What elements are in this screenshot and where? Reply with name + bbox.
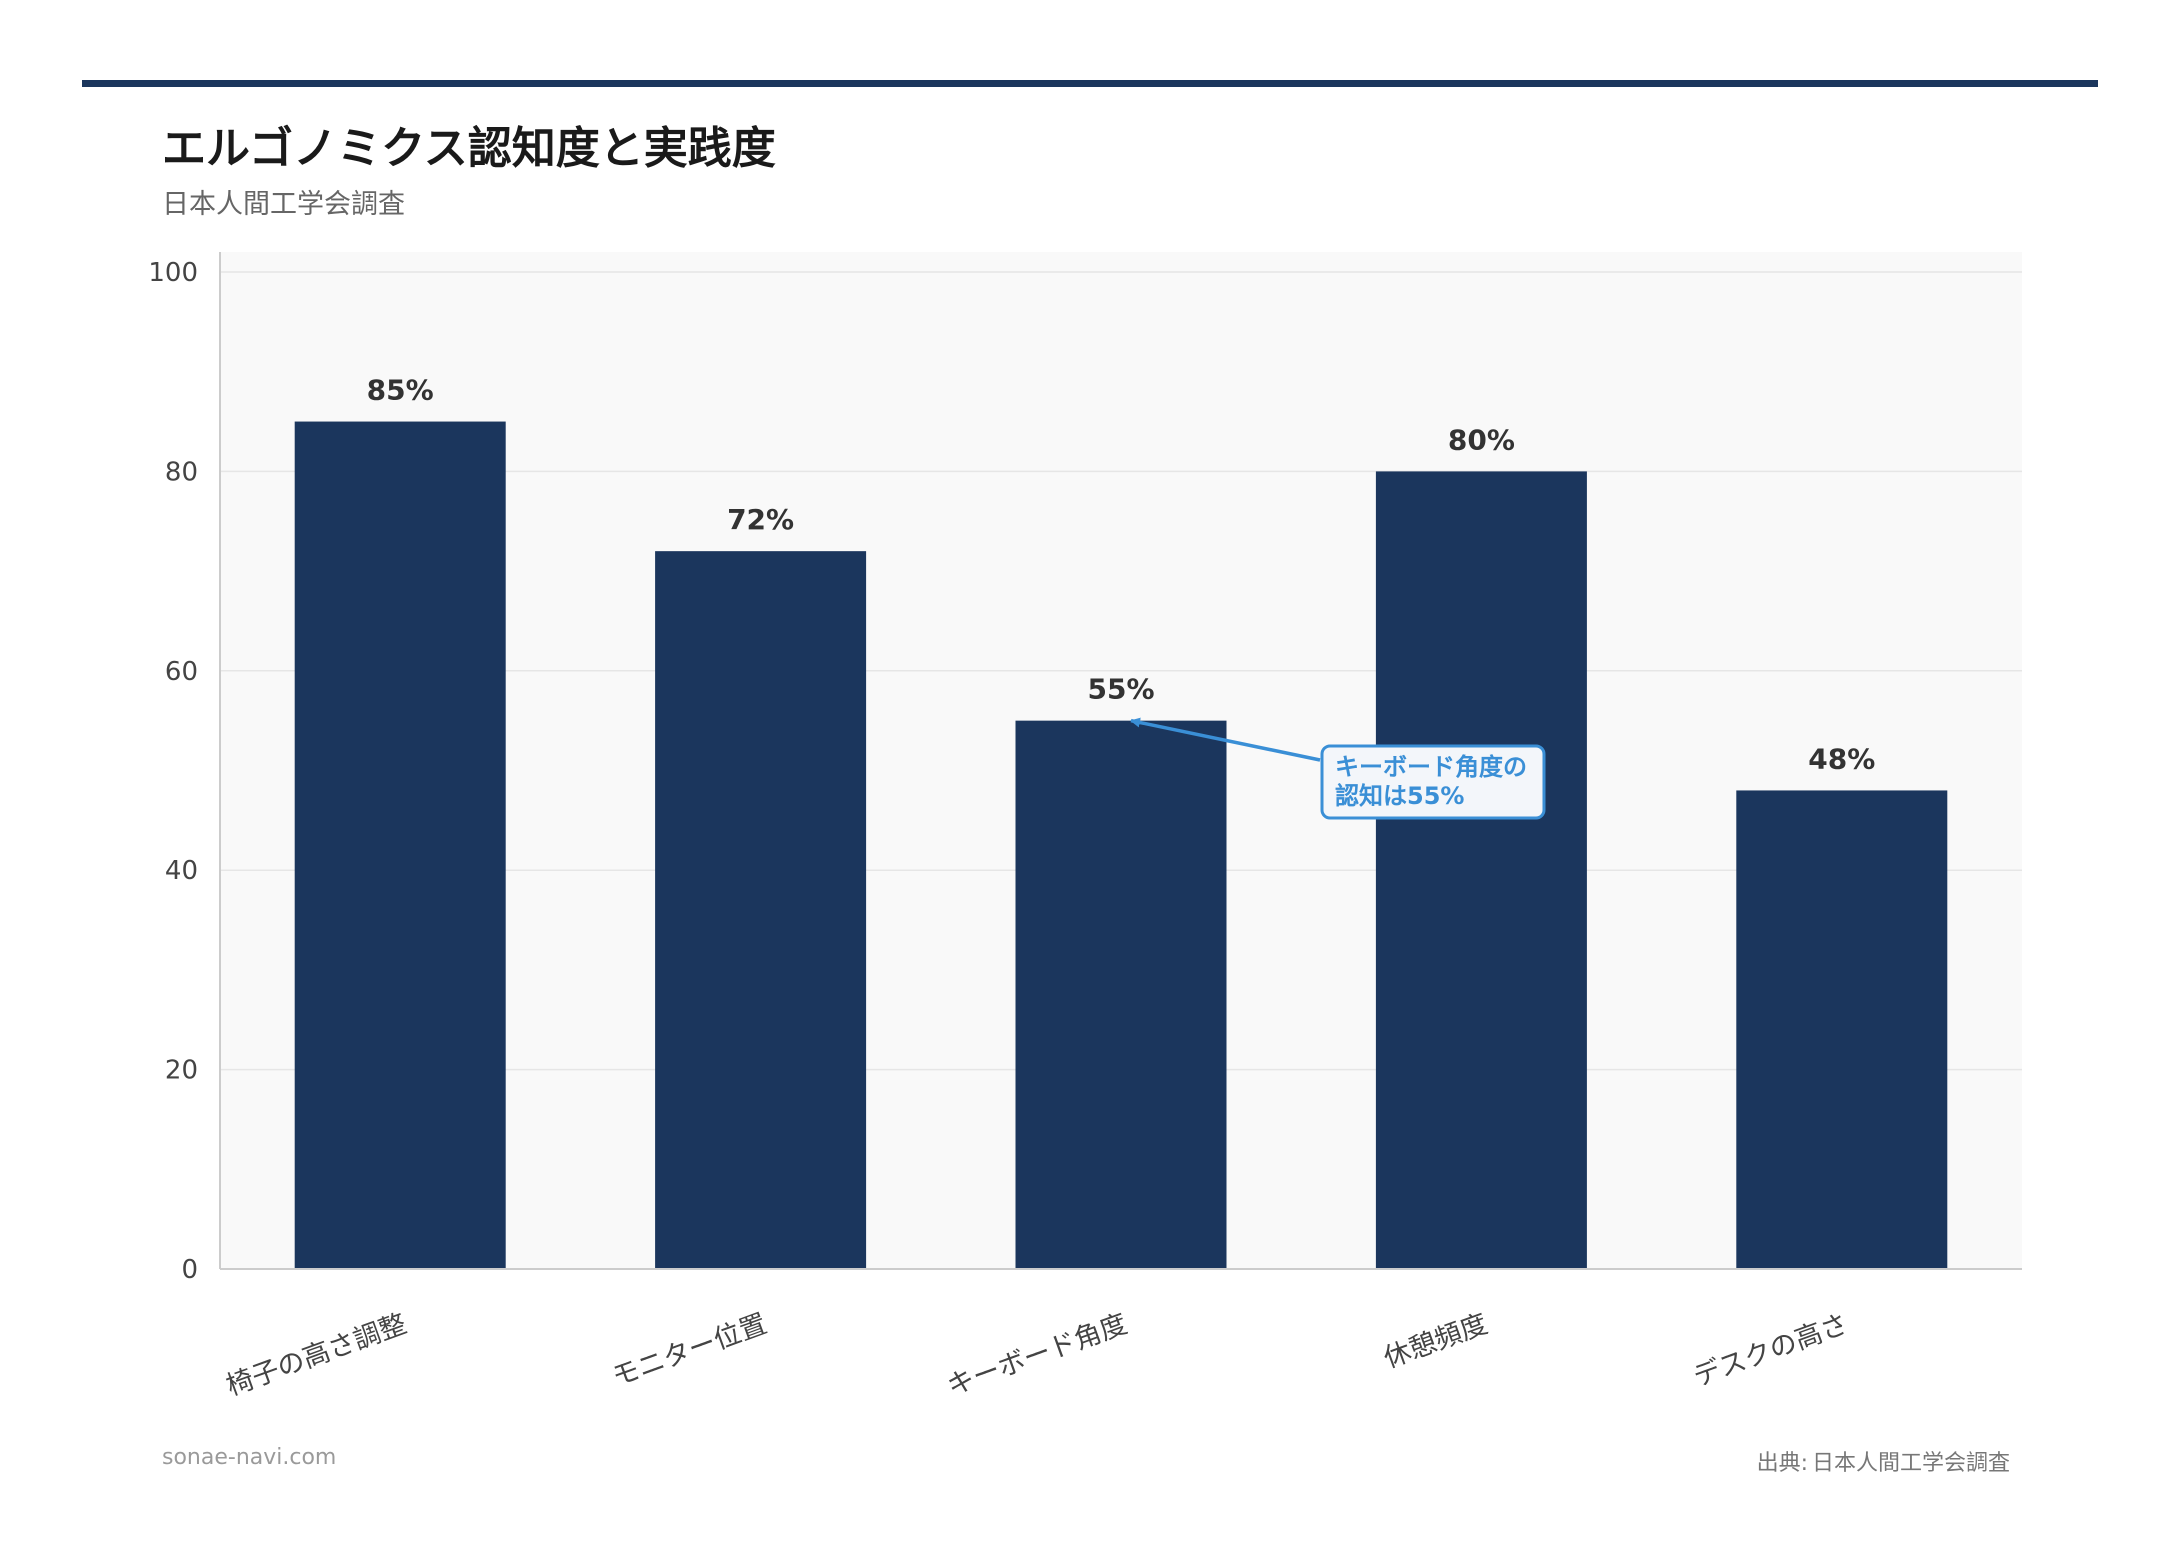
chart-title: エルゴノミクス認知度と実践度 <box>162 123 776 174</box>
bar-3 <box>1375 471 1587 1269</box>
y-tick-label-80: 80 <box>165 457 198 487</box>
data-label-3: 80% <box>1448 423 1515 456</box>
x-tick-label-2: キーボード角度 <box>943 1308 1131 1402</box>
annotation-text-1: 認知は55% <box>1335 782 1464 810</box>
bar-4 <box>1736 790 1948 1269</box>
y-tick-label-40: 40 <box>165 856 198 886</box>
annotation-text-0: キーボード角度の <box>1335 753 1527 781</box>
x-tick-label-4: デスクの高さ <box>1689 1308 1852 1393</box>
data-label-1: 72% <box>727 503 794 536</box>
axes <box>219 252 2022 1270</box>
footer-source: 出典: 日本人間工学会調査 <box>1757 1445 2010 1477</box>
x-tick-label-3: 休憩頻度 <box>1380 1308 1492 1374</box>
x-tick-label-1: モニター位置 <box>608 1308 771 1393</box>
y-tick-label-60: 60 <box>165 657 198 687</box>
footer-source-text: 日本人間工学会調査 <box>1811 1451 2010 1476</box>
chart-subtitle: 日本人間工学会調査 <box>162 189 405 220</box>
data-label-0: 85% <box>367 374 434 407</box>
bar-0 <box>294 421 506 1269</box>
data-label-4: 48% <box>1808 742 1875 775</box>
y-tick-label-0: 0 <box>181 1255 198 1285</box>
y-tick-label-100: 100 <box>148 258 198 288</box>
bars <box>294 421 1948 1269</box>
annotation-box <box>1320 744 1546 820</box>
bar-2 <box>1015 720 1227 1269</box>
data-label-2: 55% <box>1087 673 1154 706</box>
footer-source-prefix: 出典: <box>1756 1451 1808 1476</box>
footer-site: sonae-navi.com <box>162 1445 337 1470</box>
annotation-arrow <box>1130 717 1321 762</box>
y-tick-label-20: 20 <box>165 1056 198 1086</box>
top-rule <box>82 80 2098 87</box>
bar-1 <box>655 551 867 1269</box>
x-tick-label-0: 椅子の高さ調整 <box>222 1308 410 1402</box>
